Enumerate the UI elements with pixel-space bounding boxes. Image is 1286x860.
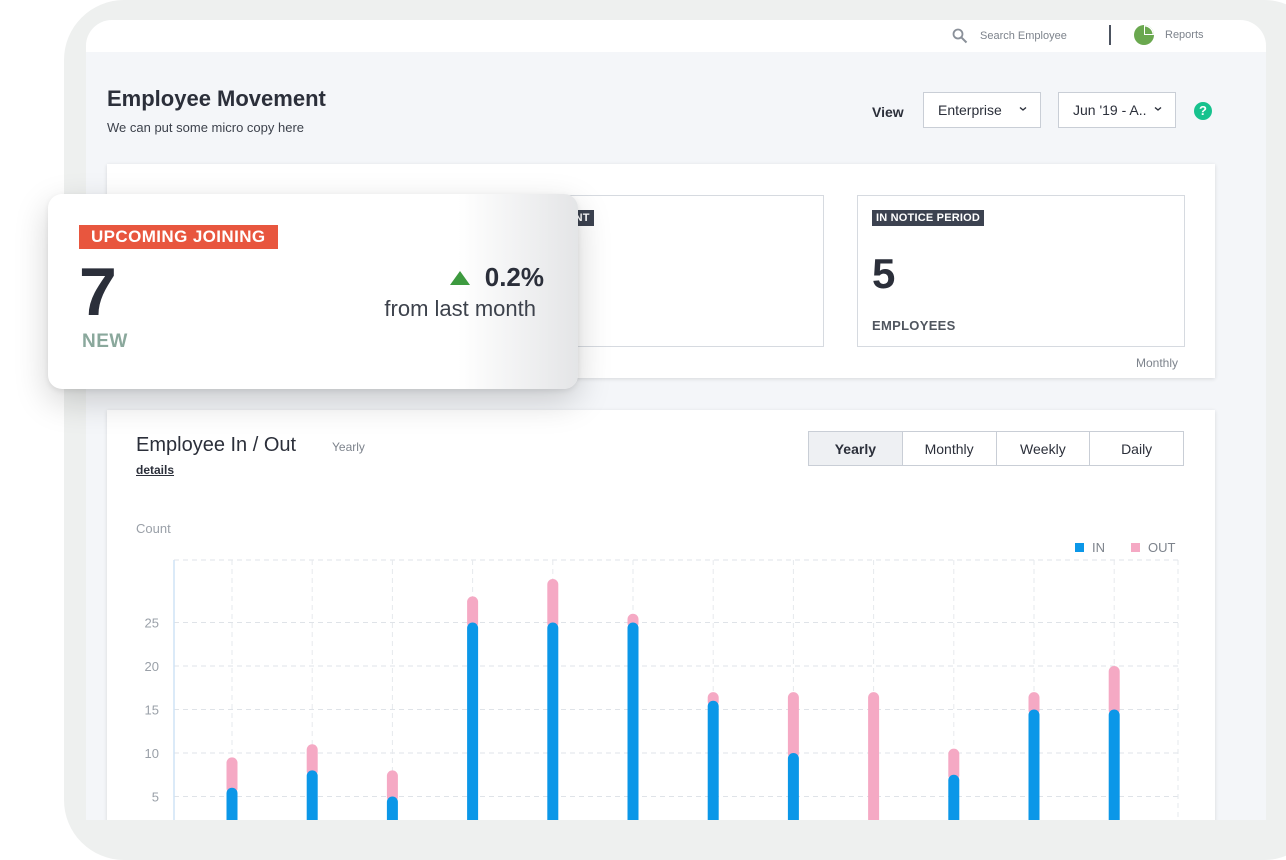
chevron-down-icon xyxy=(1019,106,1027,111)
bar-in xyxy=(787,753,799,820)
tab-monthly[interactable]: Monthly xyxy=(902,432,997,465)
bar-in xyxy=(547,622,559,820)
upcoming-joining-unit: NEW xyxy=(82,331,128,352)
view-label: View xyxy=(872,104,904,120)
pie-chart-icon xyxy=(1134,25,1154,45)
y-axis-label: Count xyxy=(136,521,171,536)
change-note: from last month xyxy=(384,296,536,321)
date-range-dropdown[interactable]: Jun '19 - A.. xyxy=(1058,92,1176,128)
change-value: 0.2% xyxy=(484,262,544,292)
details-link[interactable]: details xyxy=(136,463,175,477)
search-placeholder: Search Employee xyxy=(980,30,1067,42)
chart-period: Yearly xyxy=(332,440,365,454)
period-note: Monthly xyxy=(1136,356,1179,370)
bar-out xyxy=(467,596,479,629)
bar-in xyxy=(1108,709,1120,820)
upcoming-joining-card: UPCOMING JOINING 7 NEW 0.2% from last mo… xyxy=(48,194,578,389)
help-icon[interactable]: ? xyxy=(1194,102,1212,120)
bar-in xyxy=(306,770,318,820)
bar-out xyxy=(787,692,799,759)
bar-out xyxy=(386,770,398,803)
bar-in xyxy=(226,787,238,820)
legend-in-swatch xyxy=(1075,543,1084,552)
view-dropdown[interactable]: Enterprise xyxy=(923,92,1041,128)
legend-out-swatch xyxy=(1131,543,1140,552)
search-box[interactable]: Search Employee xyxy=(952,26,1067,46)
tab-weekly[interactable]: Weekly xyxy=(996,432,1091,465)
reports-link[interactable]: Reports xyxy=(1133,24,1204,46)
notice-period-label: IN NOTICE PERIOD xyxy=(872,210,985,226)
bar-out xyxy=(1108,666,1120,716)
chevron-down-icon xyxy=(1154,106,1162,111)
period-tabs: Yearly Monthly Weekly Daily xyxy=(808,431,1184,466)
page-title: Employee Movement xyxy=(107,86,326,111)
bar-out xyxy=(1028,692,1040,716)
bar-out xyxy=(226,757,238,794)
chart-panel: Employee In / Out Yearly details Yearly … xyxy=(107,410,1215,820)
triangle-up-icon xyxy=(449,270,470,285)
y-tick-label: 20 xyxy=(145,659,159,674)
bar-in xyxy=(1028,709,1040,820)
bar-in xyxy=(627,622,639,820)
reports-label: Reports xyxy=(1165,29,1204,41)
bar-in xyxy=(707,700,719,820)
upcoming-joining-value: 7 xyxy=(79,254,117,330)
change-indicator: 0.2% xyxy=(449,262,544,293)
y-tick-label: 15 xyxy=(145,703,159,718)
tab-yearly[interactable]: Yearly xyxy=(809,432,903,465)
bar-in xyxy=(467,622,479,820)
notice-period-unit: EMPLOYEES xyxy=(872,318,956,333)
chart-title: Employee In / Out xyxy=(136,434,297,456)
upcoming-joining-label: UPCOMING JOINING xyxy=(79,225,278,249)
legend-out-label: OUT xyxy=(1148,540,1176,555)
bar-out xyxy=(868,692,880,820)
legend-in-label: IN xyxy=(1092,540,1105,555)
bar-in xyxy=(948,774,960,820)
in-out-chart: Count 5 10 15 20 25 IN OUT xyxy=(136,521,1179,820)
bar-out xyxy=(306,744,318,777)
bar-in xyxy=(386,796,398,820)
tab-daily[interactable]: Daily xyxy=(1090,432,1183,465)
y-tick-label: 10 xyxy=(145,746,159,761)
topbar-divider xyxy=(1109,25,1111,45)
view-dropdown-value: Enterprise xyxy=(938,102,1002,118)
date-range-value: Jun '19 - A.. xyxy=(1073,102,1147,118)
y-tick-label: 25 xyxy=(145,616,159,631)
page-subtitle: We can put some micro copy here xyxy=(107,120,305,135)
search-icon xyxy=(952,28,968,44)
app-screen: Search Employee Reports Employee Movemen… xyxy=(86,20,1266,820)
bar-out xyxy=(547,579,559,629)
top-bar: Search Employee Reports xyxy=(86,20,1266,52)
bar-out xyxy=(948,748,960,781)
notice-period-value: 5 xyxy=(872,250,896,297)
notice-period-card: IN NOTICE PERIOD 5 EMPLOYEES xyxy=(857,195,1185,347)
y-tick-label: 5 xyxy=(152,790,159,805)
